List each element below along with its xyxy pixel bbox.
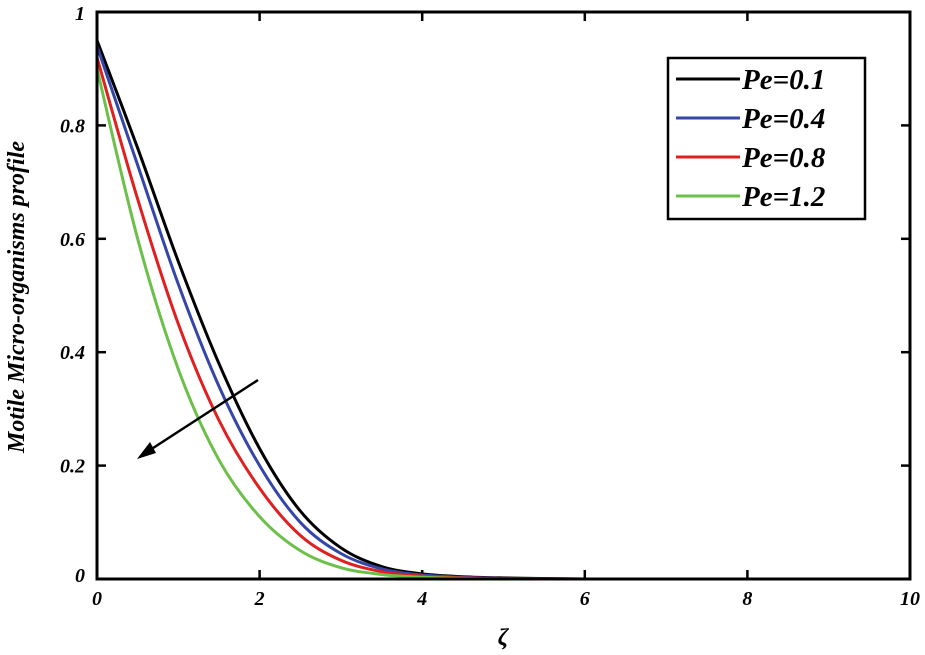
plot-frame: [95, 10, 912, 581]
legend-label: Pe=0.8: [741, 142, 826, 174]
y-tick-label: 1: [75, 3, 85, 25]
tick-labels: 0 2 4 6 8 10 0 0.2 0.4 0.6 0.8 1: [60, 3, 920, 610]
y-tick-label: 0.8: [60, 115, 85, 137]
x-tick-label: 0: [92, 588, 102, 610]
x-tick-label: 10: [900, 588, 920, 610]
legend-box: [666, 56, 867, 221]
legend-label: Pe=1.2: [741, 181, 825, 213]
legend-label: Pe=0.4: [741, 103, 825, 135]
y-tick-label: 0: [75, 565, 85, 587]
y-tick-label: 0.6: [60, 229, 85, 251]
x-tick-label: 2: [254, 588, 265, 610]
legend: Pe=0.1 Pe=0.4 Pe=0.8 Pe=1.2: [666, 56, 867, 221]
x-axis-label: ζ: [498, 625, 510, 651]
y-tick-label: 0.4: [60, 342, 85, 364]
x-tick-label: 6: [580, 588, 590, 610]
x-tick-label: 8: [742, 588, 752, 610]
trend-arrow: [137, 378, 259, 459]
y-tick-label: 0.2: [60, 456, 85, 478]
x-tick-label: 4: [416, 588, 427, 610]
legend-label: Pe=0.1: [741, 64, 825, 96]
y-axis-label: Motile Micro-organisms profile: [4, 141, 30, 454]
